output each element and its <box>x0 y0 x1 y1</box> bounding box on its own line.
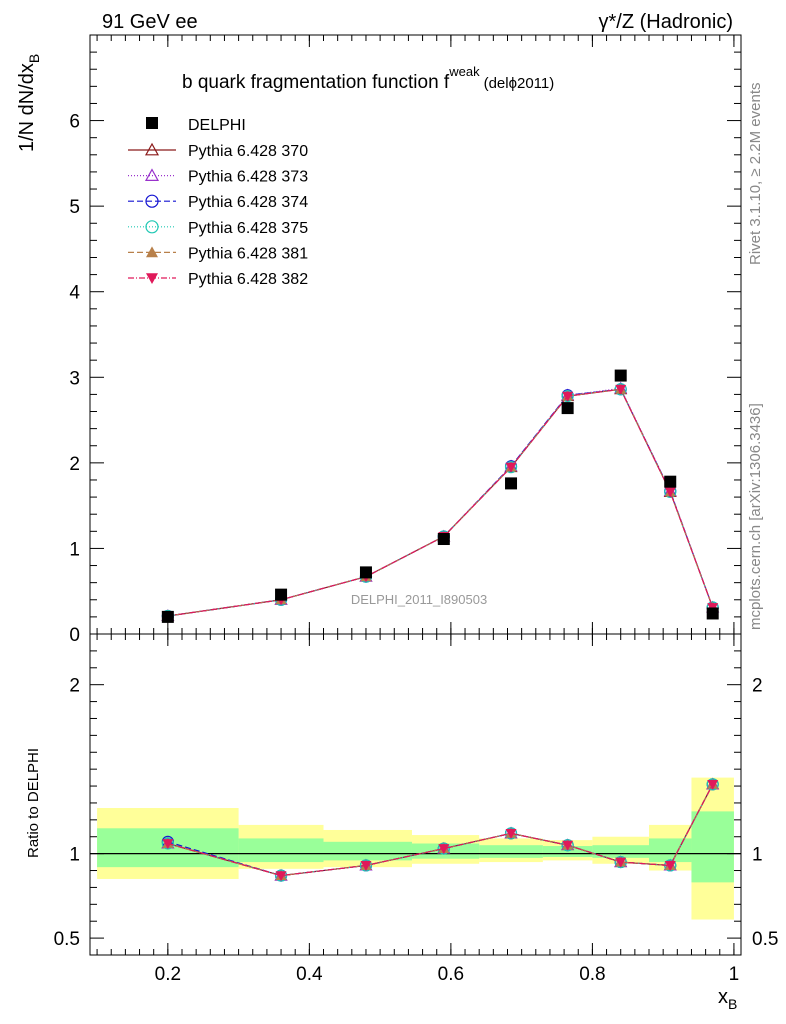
data-marker <box>437 533 450 546</box>
x-tick-label: 0.4 <box>296 964 323 985</box>
legend-label: Pythia 6.428 374 <box>188 194 308 211</box>
data-marker <box>359 566 372 579</box>
mc-marker <box>146 273 158 284</box>
y-tick-label: 0 <box>69 625 80 646</box>
ratio-y-tick-label-right: 2 <box>752 676 763 697</box>
mc-marker <box>144 142 160 156</box>
mc-marker <box>664 487 676 498</box>
x-tick-label: 1 <box>729 964 740 985</box>
ratio-y-axis-label: Ratio to DELPHI <box>25 748 42 858</box>
mcplots-label: mcplots.cern.ch [arXiv:1306.3436] <box>747 403 764 630</box>
mc-marker <box>162 839 174 849</box>
y-tick-label: 3 <box>69 368 80 389</box>
analysis-watermark: DELPHI_2011_I890503 <box>351 592 487 607</box>
mc-marker <box>707 779 719 790</box>
mc-marker <box>438 844 450 855</box>
y-tick-label: 6 <box>69 112 80 133</box>
data-marker <box>161 610 174 623</box>
uncertainty-band-green <box>691 811 734 883</box>
data-marker <box>664 475 677 488</box>
mc-marker <box>275 871 287 882</box>
chart-title: b quark fragmentation function fweak(del… <box>182 64 554 93</box>
data-marker <box>561 402 574 415</box>
uncertainty-band-green <box>649 838 692 863</box>
mc-marker <box>145 194 159 208</box>
y-tick-label: 4 <box>69 283 80 304</box>
data-marker <box>614 369 627 382</box>
mc-series-line <box>167 388 714 617</box>
x-tick-label: 0.6 <box>438 964 464 985</box>
mc-series-line <box>167 388 714 617</box>
mc-marker <box>144 168 160 181</box>
data-marker <box>275 588 288 601</box>
ratio-y-tick-label: 1 <box>69 845 80 866</box>
mc-marker <box>562 391 574 402</box>
mc-marker <box>505 462 517 473</box>
legend-label: DELPHI <box>188 117 246 134</box>
x-tick-label: 0.8 <box>579 964 605 985</box>
ratio-y-tick-label: 2 <box>69 676 80 697</box>
mc-marker <box>615 857 627 868</box>
y-tick-label: 2 <box>69 454 80 475</box>
legend-label: Pythia 6.428 375 <box>188 220 308 237</box>
legend-label: Pythia 6.428 381 <box>188 245 308 262</box>
ratio-y-tick-label: 0.5 <box>54 929 80 950</box>
data-marker <box>505 477 518 490</box>
mc-series-line <box>167 387 714 617</box>
legend-data-marker <box>146 117 158 129</box>
uncertainty-band-green <box>479 845 543 858</box>
mc-marker <box>562 840 574 851</box>
main-plot-panel: DELPHI_2011_I890503 b quark fragmentatio… <box>16 34 742 646</box>
mc-series-line <box>167 388 714 617</box>
legend: DELPHI Pythia 6.428 370 Pythia 6.428 373 Py… <box>128 117 308 288</box>
mc-series-line <box>167 388 714 617</box>
mc-marker <box>145 220 159 234</box>
legend-label: Pythia 6.428 373 <box>188 169 308 186</box>
ratio-plot-frame <box>89 633 742 956</box>
uncertainty-band-green <box>592 845 650 858</box>
y-axis-label: 1/N dN/dxB <box>16 54 42 152</box>
ratio-plot-panel: Ratio to DELPHI 0.5 0.5 1 1 2 2 0.2 0.4 0.6 0.8 1… <box>25 35 778 1012</box>
mc-marker <box>664 861 676 871</box>
mc-marker <box>505 828 517 839</box>
x-axis-label: xB <box>718 986 737 1012</box>
process-label: γ*/Z (Hadronic) <box>599 11 733 33</box>
ratio-series-line <box>167 784 714 877</box>
mc-series-line <box>167 388 714 617</box>
ratio-y-tick-label-right: 1 <box>752 845 763 866</box>
mc-marker <box>146 246 158 258</box>
y-tick-label: 5 <box>69 197 80 218</box>
legend-label: Pythia 6.428 370 <box>188 143 308 160</box>
ratio-y-tick-label-right: 0.5 <box>752 929 778 950</box>
mc-marker <box>615 384 627 395</box>
x-tick-label: 0.2 <box>155 964 181 985</box>
uncertainty-band-green <box>323 841 412 861</box>
rivet-version-label: Rivet 3.1.10, ≥ 2.2M events <box>747 83 764 266</box>
uncertainty-band-green <box>238 838 324 863</box>
uncertainty-band-green <box>542 846 593 858</box>
data-marker <box>706 607 719 620</box>
y-tick-label: 1 <box>69 539 80 560</box>
legend-label: Pythia 6.428 382 <box>188 271 308 288</box>
mc-marker <box>360 861 372 871</box>
energy-label: 91 GeV ee <box>102 11 198 33</box>
